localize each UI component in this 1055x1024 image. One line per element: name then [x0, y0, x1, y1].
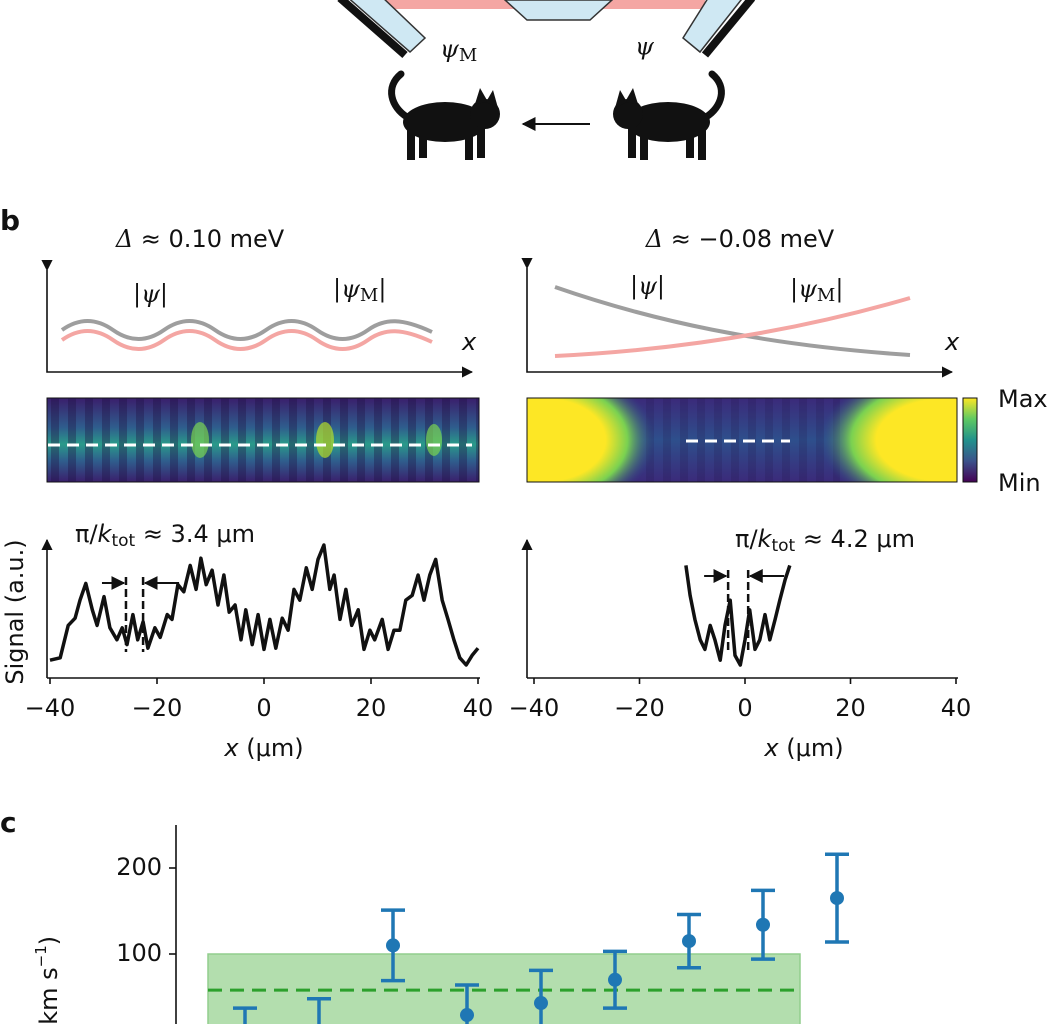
x-tick-label: −20 — [614, 694, 665, 722]
data-point — [756, 917, 770, 932]
cat-icon — [388, 70, 500, 160]
x-tick-label: 20 — [356, 694, 387, 722]
x-tick-label: −20 — [132, 694, 183, 722]
data-point — [830, 891, 844, 906]
annotation: π/ktot ≈ 4.2 μm — [735, 525, 915, 556]
data-point — [460, 1008, 474, 1023]
data-point — [608, 972, 622, 987]
x-tick-label: 20 — [835, 694, 866, 722]
signal-line — [684, 564, 792, 667]
x-tick-label: 40 — [463, 694, 494, 722]
axis-symbol: x — [944, 328, 960, 356]
panel-label: c — [0, 806, 17, 839]
psi-label: ψ — [635, 33, 655, 61]
y-tick-label: 100 — [116, 939, 162, 967]
x-axis-label: x (μm) — [223, 734, 303, 762]
signal-line — [49, 543, 480, 667]
x-tick-label: 0 — [737, 694, 752, 722]
x-tick-label: −40 — [25, 694, 76, 722]
data-point — [534, 996, 548, 1011]
chart-title: Δ ≈ −0.08 meV — [645, 225, 835, 254]
intensity-map — [46, 397, 978, 483]
data-point — [682, 934, 696, 949]
y-axis-label: Signal (a.u.) — [1, 539, 29, 684]
x-tick-label: −40 — [509, 694, 560, 722]
x-tick-label: 40 — [941, 694, 972, 722]
panel-label: b — [0, 204, 20, 237]
annotation: π/ktot ≈ 3.4 μm — [75, 520, 255, 551]
psi-m-label: ψM — [440, 35, 477, 67]
y-axis-label: (km s−1) — [32, 936, 64, 1024]
diagram: ψM ψ — [337, 0, 756, 160]
axis-symbol: x — [461, 328, 477, 356]
schematic-label: |ψ| — [630, 272, 665, 301]
y-tick-label: 200 — [116, 853, 162, 881]
schematic — [41, 257, 954, 378]
chart-title: Δ ≈ 0.10 meV — [115, 225, 285, 254]
x-axis-label: x (μm) — [763, 734, 843, 762]
schematic-label: |ψM| — [333, 275, 386, 307]
x-tick-label: 0 — [256, 694, 271, 722]
data-point — [386, 938, 400, 953]
schematic-label: |ψM| — [790, 275, 843, 307]
colorbar-label: Min — [998, 469, 1041, 497]
cat-icon — [613, 74, 721, 160]
colorbar-label: Max — [998, 385, 1048, 413]
schematic-label: |ψ| — [133, 280, 168, 309]
